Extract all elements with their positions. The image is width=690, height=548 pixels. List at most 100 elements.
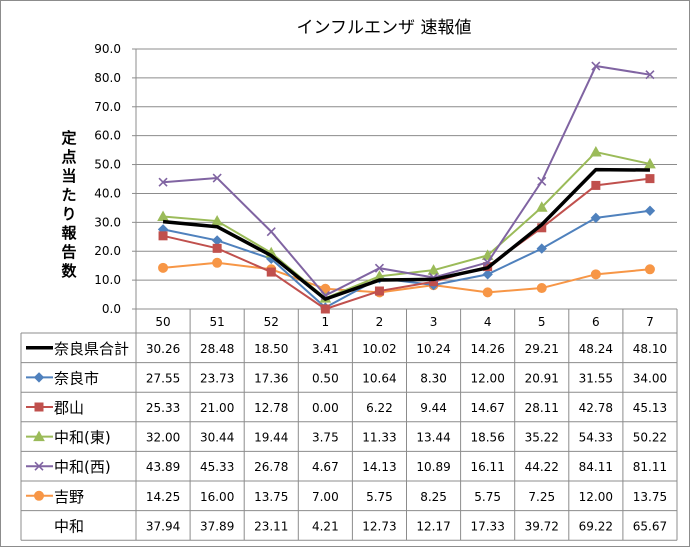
x-tick-label: 6 [592, 315, 600, 329]
table-cell: 0.00 [312, 401, 339, 415]
y-tick-label: 60.0 [94, 129, 121, 143]
y-axis-label-char: 点 [61, 148, 76, 166]
data-point [320, 304, 330, 314]
table-cell: 14.13 [362, 460, 396, 474]
y-tick-label: 50.0 [94, 158, 121, 172]
data-point [266, 227, 276, 237]
table-cell: 45.33 [200, 460, 234, 474]
table-cell: 7.00 [312, 490, 339, 504]
legend-label: 郡山 [54, 399, 84, 417]
table-cell: 12.78 [254, 401, 288, 415]
table-cell: 13.75 [254, 490, 288, 504]
x-tick-label: 5 [538, 315, 546, 329]
data-point [482, 269, 493, 280]
legend-key-marker [34, 490, 44, 501]
table-cell: 50.22 [633, 431, 667, 445]
y-axis-label-char: 当 [61, 167, 76, 185]
data-point [427, 264, 440, 275]
table-cell: 69.22 [579, 519, 613, 533]
table-cell: 7.25 [528, 490, 555, 504]
table-cell: 10.64 [362, 371, 396, 385]
data-point [212, 257, 223, 268]
table-cell: 4.67 [312, 460, 339, 474]
table-cell: 12.73 [362, 519, 396, 533]
x-tick-label: 3 [430, 315, 438, 329]
data-point [645, 174, 655, 184]
table-cell: 17.36 [254, 371, 288, 385]
table-cell: 23.73 [200, 371, 234, 385]
table-cell: 14.67 [470, 401, 504, 415]
table-cell: 4.21 [312, 519, 339, 533]
table-cell: 42.78 [579, 401, 613, 415]
y-tick-label: 30.0 [94, 215, 121, 229]
data-point [158, 177, 168, 187]
data-point [590, 212, 602, 224]
y-tick-label: 80.0 [94, 71, 121, 85]
table-cell: 14.25 [146, 490, 180, 504]
table-cell: 13.44 [416, 431, 450, 445]
data-point [590, 269, 601, 280]
table-cell: 48.10 [633, 342, 667, 356]
table-cell: 8.25 [420, 490, 447, 504]
table-cell: 34.00 [633, 371, 667, 385]
data-point [535, 201, 548, 212]
data-point [536, 283, 547, 294]
table-cell: 26.78 [254, 460, 288, 474]
table-cell: 10.24 [416, 342, 450, 356]
table-cell: 12.00 [470, 371, 504, 385]
x-tick-label: 1 [322, 315, 330, 329]
series-line-3 [162, 151, 651, 300]
x-tick-label: 2 [376, 315, 384, 329]
table-cell: 84.11 [579, 460, 613, 474]
table-cell: 32.00 [146, 431, 180, 445]
y-tick-label: 90.0 [94, 42, 121, 56]
data-point [644, 264, 655, 275]
table-cell: 35.22 [525, 431, 559, 445]
data-point [591, 61, 601, 71]
data-point [483, 257, 493, 268]
legend-label: 中和 [54, 517, 84, 535]
table-cell: 27.55 [146, 371, 180, 385]
x-tick-label: 52 [264, 315, 279, 329]
table-cell: 65.67 [633, 519, 667, 533]
table-cell: 30.44 [200, 431, 234, 445]
table-cell: 21.00 [200, 401, 234, 415]
table-cell: 54.33 [579, 431, 613, 445]
table-cell: 31.55 [579, 371, 613, 385]
table-cell: 13.75 [633, 490, 667, 504]
table-cell: 16.00 [200, 490, 234, 504]
data-point [591, 180, 601, 190]
table-cell: 5.75 [474, 490, 501, 504]
series-line-4 [162, 65, 651, 297]
table-cell: 10.89 [416, 460, 450, 474]
table-cell: 25.33 [146, 401, 180, 415]
y-axis-label-char: 定 [61, 129, 76, 147]
table-cell: 37.94 [146, 519, 180, 533]
table-cell: 19.44 [254, 431, 288, 445]
legend-key-marker [33, 430, 45, 442]
x-tick-label: 50 [155, 315, 170, 329]
table-cell: 12.17 [416, 519, 450, 533]
y-tick-label: 40.0 [94, 186, 121, 200]
y-tick-label: 20.0 [94, 244, 121, 258]
table-cell: 81.11 [633, 460, 667, 474]
table-cell: 28.11 [525, 401, 559, 415]
table-cell: 8.30 [420, 371, 447, 385]
legend-key-marker [34, 461, 44, 471]
table-cell: 29.21 [525, 342, 559, 356]
data-point [590, 146, 602, 157]
y-tick-label: 70.0 [94, 100, 121, 114]
table-cell: 48.24 [579, 342, 613, 356]
legend-label: 奈良県合計 [54, 340, 129, 358]
data-point [211, 235, 223, 246]
data-point [482, 287, 493, 298]
data-point [266, 267, 276, 277]
table-cell: 3.41 [312, 342, 339, 356]
x-tick-label: 4 [484, 315, 492, 329]
series-line-2 [162, 177, 651, 310]
data-point [536, 243, 547, 254]
data-point [158, 262, 169, 273]
y-axis-label-char: 数 [61, 262, 77, 280]
data-point [212, 173, 222, 183]
